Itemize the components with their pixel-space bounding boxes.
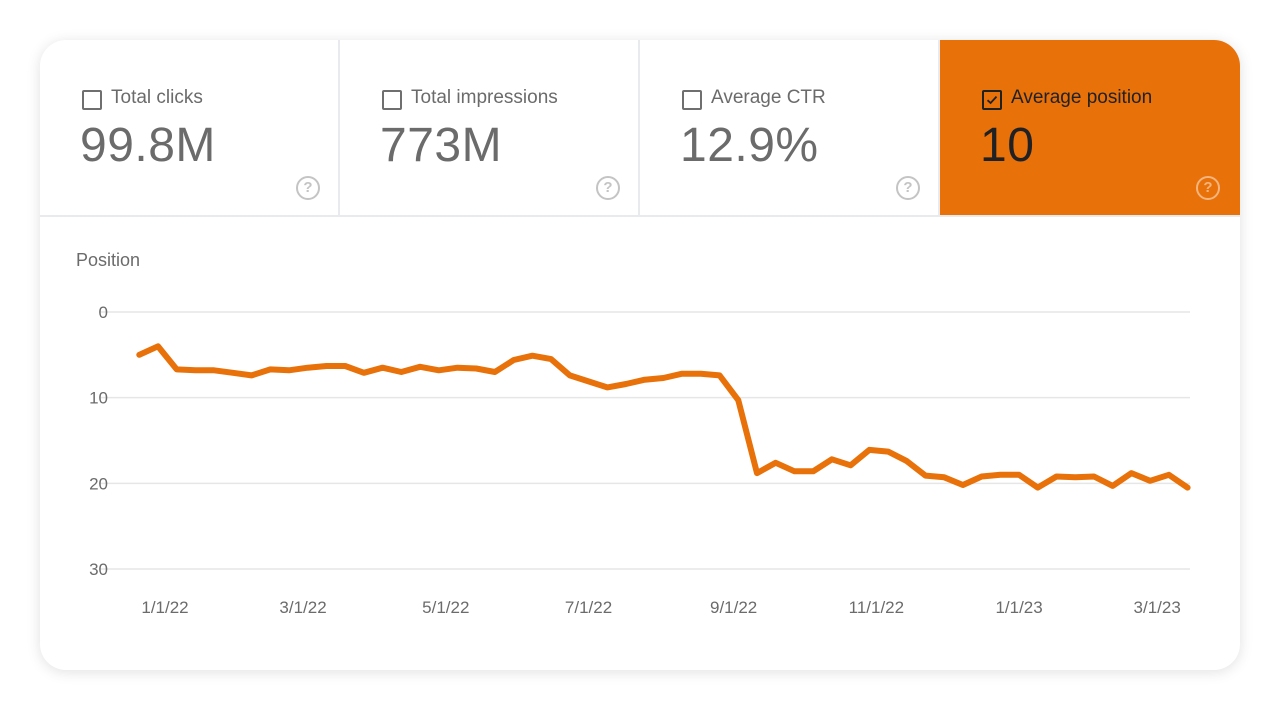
checkbox[interactable] [82,90,102,110]
y-tick-label: 30 [89,560,108,579]
metric-value: 10 [980,119,1035,172]
question-circle-icon[interactable]: ? [896,176,920,200]
question-circle-icon[interactable]: ? [596,176,620,200]
metric-label: Total impressions [411,87,558,108]
metric-value: 99.8M [80,119,216,172]
x-tick-label: 3/1/22 [279,598,326,617]
y-axis-title: Position [76,250,140,270]
y-tick-label: 0 [99,303,108,322]
position-chart: Position 0 10 20 30 1/1/22 3/1/22 5/1/22 7/1/22 9… [76,250,1191,617]
x-tick-label: 11/1/22 [849,598,904,617]
checkbox[interactable] [682,90,702,110]
question-circle-icon[interactable]: ? [1196,176,1220,200]
x-tick-label: 9/1/22 [710,598,757,617]
y-tick-label: 10 [89,389,108,408]
metric-label: Average CTR [711,87,826,108]
metric-label: Total clicks [111,87,203,108]
x-tick-label: 1/1/23 [995,598,1042,617]
checkbox[interactable] [982,90,1002,110]
x-tick-label: 1/1/22 [141,598,188,617]
metric-value: 773M [380,119,503,172]
metric-tile-average-position[interactable]: Average position 10 ? [940,40,1240,215]
checkbox[interactable] [382,90,402,110]
series-line [136,343,1191,491]
metric-tile-total-impressions[interactable]: Total impressions 773M ? [340,40,640,215]
x-tick-label: 5/1/22 [422,598,469,617]
metric-tile-average-ctr[interactable]: Average CTR 12.9% ? [640,40,940,215]
performance-card: Total clicks 99.8M ? Total impressions 7… [40,40,1240,670]
metric-tiles: Total clicks 99.8M ? Total impressions 7… [40,40,1240,217]
metric-tile-total-clicks[interactable]: Total clicks 99.8M ? [40,40,340,215]
question-circle-icon[interactable]: ? [296,176,320,200]
x-tick-label: 3/1/23 [1134,598,1181,617]
x-tick-label: 7/1/22 [565,598,612,617]
metric-value: 12.9% [680,119,819,172]
check-icon [986,95,998,105]
metric-label: Average position [1011,87,1153,108]
y-tick-label: 20 [89,474,108,493]
